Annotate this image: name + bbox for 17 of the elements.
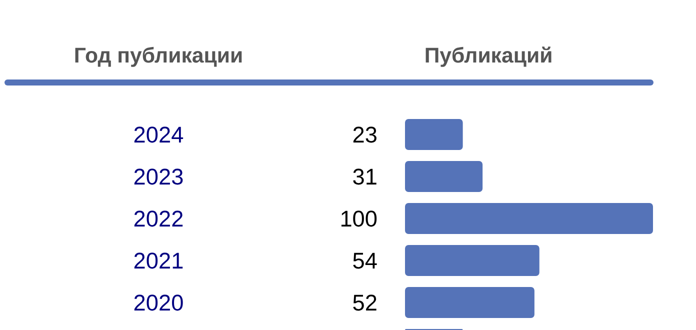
data-label: 54 — [352, 248, 378, 274]
data-label: 52 — [352, 290, 378, 316]
bar — [405, 287, 534, 318]
y-tick-label: 2021 — [133, 248, 184, 274]
x-axis-title: Публикаций — [424, 44, 553, 68]
data-label: 23 — [352, 122, 378, 148]
data-label: 100 — [340, 206, 378, 232]
bar — [405, 203, 653, 234]
bar — [405, 119, 463, 150]
y-tick-label: 2022 — [133, 206, 184, 232]
y-tick-label: 2023 — [133, 164, 184, 190]
y-tick-label: 2024 — [133, 122, 184, 148]
bar — [405, 161, 483, 192]
data-label: 31 — [352, 164, 378, 190]
bar — [405, 245, 540, 276]
y-tick-label: 2020 — [133, 290, 184, 316]
y-axis-title: Год публикации — [74, 44, 244, 68]
